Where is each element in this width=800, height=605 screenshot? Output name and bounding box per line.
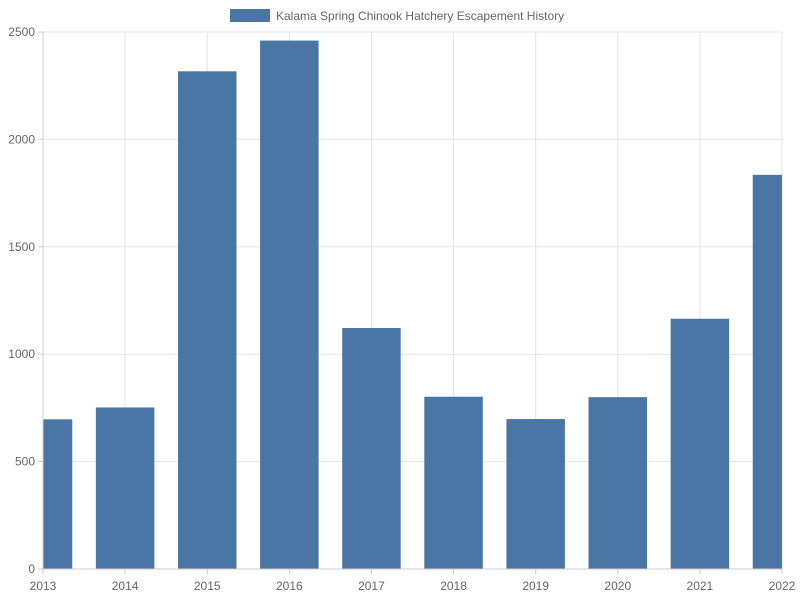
bar-2021[interactable]: [670, 318, 730, 569]
x-tick-label: 2017: [358, 579, 385, 593]
bar-2015[interactable]: [177, 71, 237, 569]
bar-2018[interactable]: [424, 396, 483, 569]
y-tick-label: 0: [28, 562, 35, 576]
x-tick-label: 2014: [112, 579, 139, 593]
x-tick-label: 2018: [440, 579, 467, 593]
bar-group: [14, 40, 800, 569]
y-tick-label: 1000: [8, 347, 35, 361]
y-axis-ticks: 0 500 1000 1500 2000 2500: [8, 25, 43, 576]
bar-2016[interactable]: [260, 40, 319, 569]
bar-2022[interactable]: [752, 174, 800, 569]
bars: [14, 40, 800, 569]
bar-2014[interactable]: [95, 407, 155, 569]
y-tick-label: 500: [15, 455, 35, 469]
x-tick-label: 2020: [604, 579, 631, 593]
x-tick-label: 2016: [276, 579, 303, 593]
legend-label: Kalama Spring Chinook Hatchery Escapemen…: [276, 9, 564, 23]
bar-2019[interactable]: [506, 419, 565, 569]
x-tick-label: 2013: [30, 579, 57, 593]
x-tick-label: 2022: [769, 579, 796, 593]
bar-2013[interactable]: [14, 419, 73, 569]
bar-2020[interactable]: [588, 397, 648, 569]
legend[interactable]: Kalama Spring Chinook Hatchery Escapemen…: [230, 9, 564, 23]
x-axis-ticks: 2013 2014 2015 2016 2017 2018 2019 2020 2021 2022: [30, 569, 796, 593]
axes: [42, 32, 782, 570]
bar-2017[interactable]: [342, 327, 401, 569]
y-tick-label: 2500: [8, 25, 35, 39]
y-tick-label: 1500: [8, 240, 35, 254]
x-tick-label: 2021: [687, 579, 714, 593]
x-tick-label: 2019: [522, 579, 549, 593]
legend-swatch: [230, 9, 270, 22]
y-tick-label: 2000: [8, 132, 35, 146]
x-tick-label: 2015: [194, 579, 221, 593]
